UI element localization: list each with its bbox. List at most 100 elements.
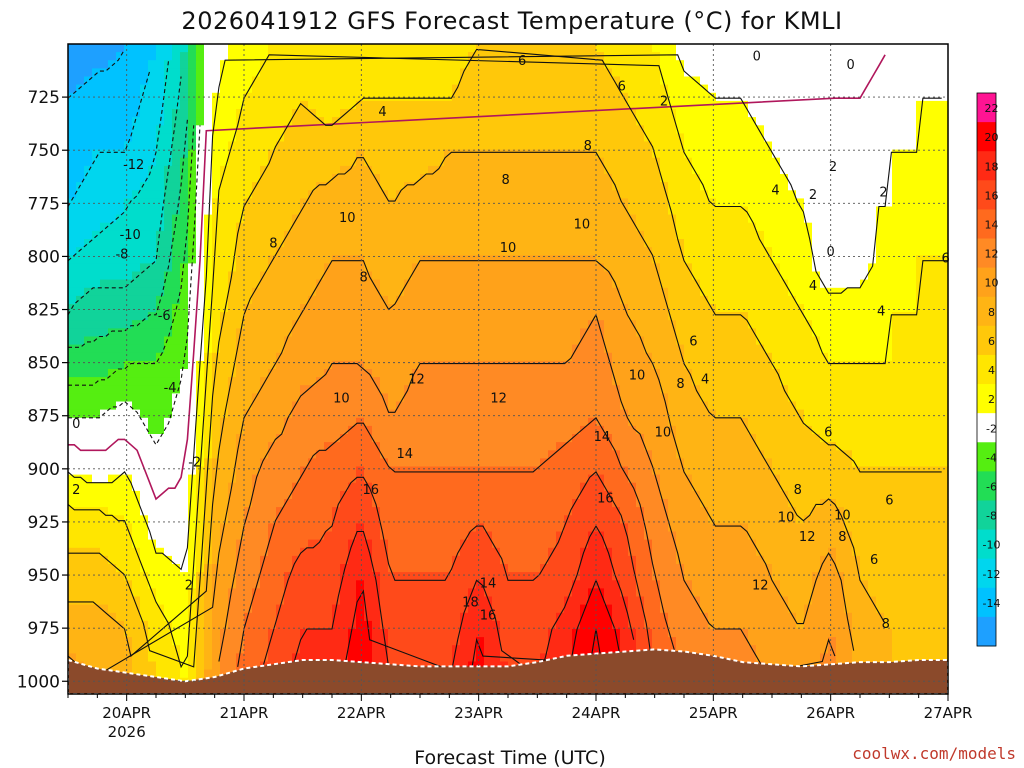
heatmap-cell [532,279,541,289]
heatmap-cell [220,458,229,468]
heatmap-cell [252,434,261,443]
heatmap-cell [484,239,493,248]
heatmap-cell [140,336,149,346]
heatmap-cell [500,580,509,589]
heatmap-cell [140,206,149,216]
heatmap-cell [436,344,445,354]
heatmap-cell [540,174,549,183]
heatmap-cell [356,523,365,533]
heatmap-cell [436,499,445,508]
heatmap-cell [220,182,229,191]
heatmap-cell [436,198,445,208]
heatmap-cell [92,409,101,419]
heatmap-cell [412,442,421,451]
heatmap-cell [308,450,317,459]
heatmap-cell [108,515,117,524]
heatmap-cell [268,369,277,378]
heatmap-cell [508,612,517,622]
heatmap-cell [356,450,365,459]
heatmap-cell [140,629,149,638]
heatmap-cell [436,393,445,403]
heatmap-cell [172,458,181,468]
heatmap-cell [220,474,229,484]
heatmap-cell [324,458,333,468]
heatmap-cell [540,409,549,419]
heatmap-cell [340,230,349,240]
heatmap-cell [228,653,237,663]
heatmap-cell [364,214,373,224]
heatmap-cell [204,255,213,264]
heatmap-cell [228,344,237,354]
heatmap-cell [404,409,413,419]
heatmap-cell [164,52,173,61]
heatmap-cell [172,125,181,134]
heatmap-cell [332,165,341,175]
heatmap-cell [212,271,221,281]
heatmap-cell [244,458,253,468]
heatmap-cell [396,572,405,581]
heatmap-cell [284,450,293,459]
heatmap-cell [348,287,357,297]
heatmap-cell [276,222,285,232]
heatmap-cell [532,588,541,598]
heatmap-cell [252,482,261,492]
heatmap-cell [228,401,237,411]
heatmap-cell [204,385,213,394]
heatmap-cell [468,279,477,289]
heatmap-cell [92,287,101,297]
heatmap-cell [524,393,533,403]
heatmap-cell [516,190,525,199]
heatmap-cell [276,434,285,443]
heatmap-cell [100,564,109,573]
heatmap-cell [236,149,245,159]
heatmap-cell [380,206,389,216]
heatmap-cell [508,68,517,78]
heatmap-cell [396,596,405,606]
heatmap-cell [132,458,141,468]
heatmap-cell [164,596,173,606]
heatmap-cell [268,92,277,102]
heatmap-cell [372,312,381,321]
heatmap-cell [508,320,517,329]
heatmap-cell [180,369,189,378]
heatmap-cell [292,271,301,281]
heatmap-cell [564,84,573,94]
heatmap-cell [492,425,501,435]
heatmap-cell [492,76,501,86]
heatmap-cell [84,133,93,143]
heatmap-cell [332,572,341,581]
heatmap-cell [436,580,445,589]
heatmap-cell [132,60,141,69]
heatmap-cell [300,523,309,533]
heatmap-cell [124,117,133,126]
heatmap-cell [148,304,157,313]
heatmap-cell [148,474,157,484]
heatmap-cell [212,320,221,329]
heatmap-cell [300,555,309,565]
heatmap-cell [420,555,429,565]
heatmap-cell [508,92,517,102]
heatmap-cell [484,295,493,305]
heatmap-cell [332,531,341,541]
heatmap-cell [524,352,533,362]
heatmap-cell [244,490,253,500]
heatmap-cell [164,149,173,159]
heatmap-cell [212,247,221,256]
heatmap-cell [132,499,141,508]
heatmap-cell [108,100,117,110]
heatmap-cell [508,165,517,175]
heatmap-cell [412,377,421,386]
heatmap-cell [492,352,501,362]
heatmap-cell [252,629,261,638]
heatmap-cell [148,531,157,541]
heatmap-cell [252,580,261,589]
heatmap-cell [68,109,77,118]
heatmap-cell [364,255,373,264]
heatmap-cell [452,547,461,557]
heatmap-cell [524,637,533,646]
heatmap-cell [68,92,77,102]
heatmap-cell [444,125,453,134]
heatmap-cell [532,76,541,86]
heatmap-cell [164,442,173,451]
heatmap-cell [196,555,205,565]
